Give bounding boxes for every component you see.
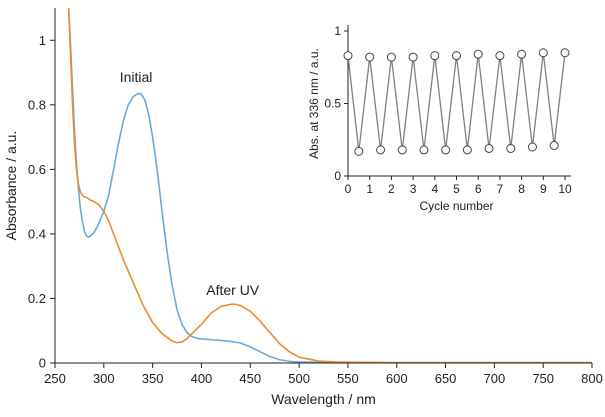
inset-x-tick-label: 10 — [558, 182, 572, 196]
y-tick-label: 0.4 — [28, 226, 46, 241]
inset-data-point — [517, 49, 527, 59]
inset-data-point — [441, 145, 451, 155]
inset-data-point — [452, 51, 461, 61]
inset-x-tick-label: 6 — [475, 182, 482, 196]
inset-data-point — [560, 48, 570, 58]
inset-y-tick-label: 0.5 — [324, 97, 341, 111]
inset-x-tick-label: 5 — [453, 182, 460, 196]
x-tick-label: 500 — [288, 371, 310, 386]
y-axis-title: Absorbance / a.u. — [3, 131, 19, 241]
series-line-after-uv — [67, 8, 592, 363]
inset-data-point — [549, 141, 559, 151]
inset-series-line — [347, 52, 566, 152]
inset-data-point — [462, 145, 472, 155]
annotation-after-uv: After UV — [206, 282, 260, 298]
inset-x-tick-label: 7 — [497, 182, 504, 196]
inset-data-point — [376, 145, 386, 155]
inset-x-tick-label: 2 — [388, 182, 395, 196]
annotation-initial: Initial — [120, 69, 153, 85]
inset-data-point — [484, 143, 494, 153]
inset-x-tick-label: 8 — [518, 182, 525, 196]
inset-data-point — [386, 52, 396, 62]
inset-data-point — [430, 51, 440, 61]
inset-y-tick-label: 1 — [334, 24, 341, 38]
inset-x-tick-label: 0 — [345, 182, 352, 196]
x-tick-label: 350 — [142, 371, 164, 386]
inset-data-point — [397, 145, 407, 155]
inset-x-tick-label: 3 — [410, 182, 417, 196]
x-tick-label: 700 — [484, 371, 506, 386]
inset-x-tick-label: 4 — [431, 182, 438, 196]
x-tick-label: 550 — [337, 371, 359, 386]
x-tick-label: 600 — [386, 371, 408, 386]
x-tick-label: 300 — [93, 371, 115, 386]
inset-x-tick-label: 1 — [366, 182, 373, 196]
y-tick-label: 0.8 — [28, 97, 46, 112]
y-tick-label: 0 — [39, 356, 46, 371]
x-tick-label: 750 — [532, 371, 554, 386]
inset-y-tick-label: 0 — [334, 169, 341, 183]
inset-data-point — [495, 51, 505, 61]
inset-y-axis-title: Abs. at 336 nm / a.u. — [307, 48, 321, 159]
inset-data-point — [527, 142, 537, 152]
x-tick-label: 800 — [581, 371, 603, 386]
inset-data-point — [343, 51, 353, 61]
y-tick-label: 0.2 — [28, 291, 46, 306]
main-plot: 250 300 350 400 450 500 550 600 650 700 750 80000.2… — [3, 8, 603, 407]
y-tick-label: 0.6 — [28, 162, 46, 177]
inset-data-point — [538, 48, 548, 58]
inset-data-point — [365, 52, 375, 62]
inset-data-point — [408, 52, 418, 62]
x-tick-label: 400 — [191, 371, 213, 386]
inset-data-point — [473, 49, 483, 59]
x-tick-label: 450 — [239, 371, 261, 386]
x-tick-label: 250 — [44, 371, 66, 386]
x-tick-label: 650 — [435, 371, 457, 386]
inset-data-point — [506, 143, 516, 153]
inset-data-point — [419, 145, 429, 155]
inset-x-tick-label: 9 — [540, 182, 547, 196]
x-axis-title: Wavelength / nm — [271, 391, 376, 407]
y-tick-label: 1 — [39, 33, 46, 48]
inset-data-point — [354, 146, 364, 156]
series-line-initial — [67, 8, 592, 363]
inset-x-axis-title: Cycle number — [419, 199, 493, 213]
